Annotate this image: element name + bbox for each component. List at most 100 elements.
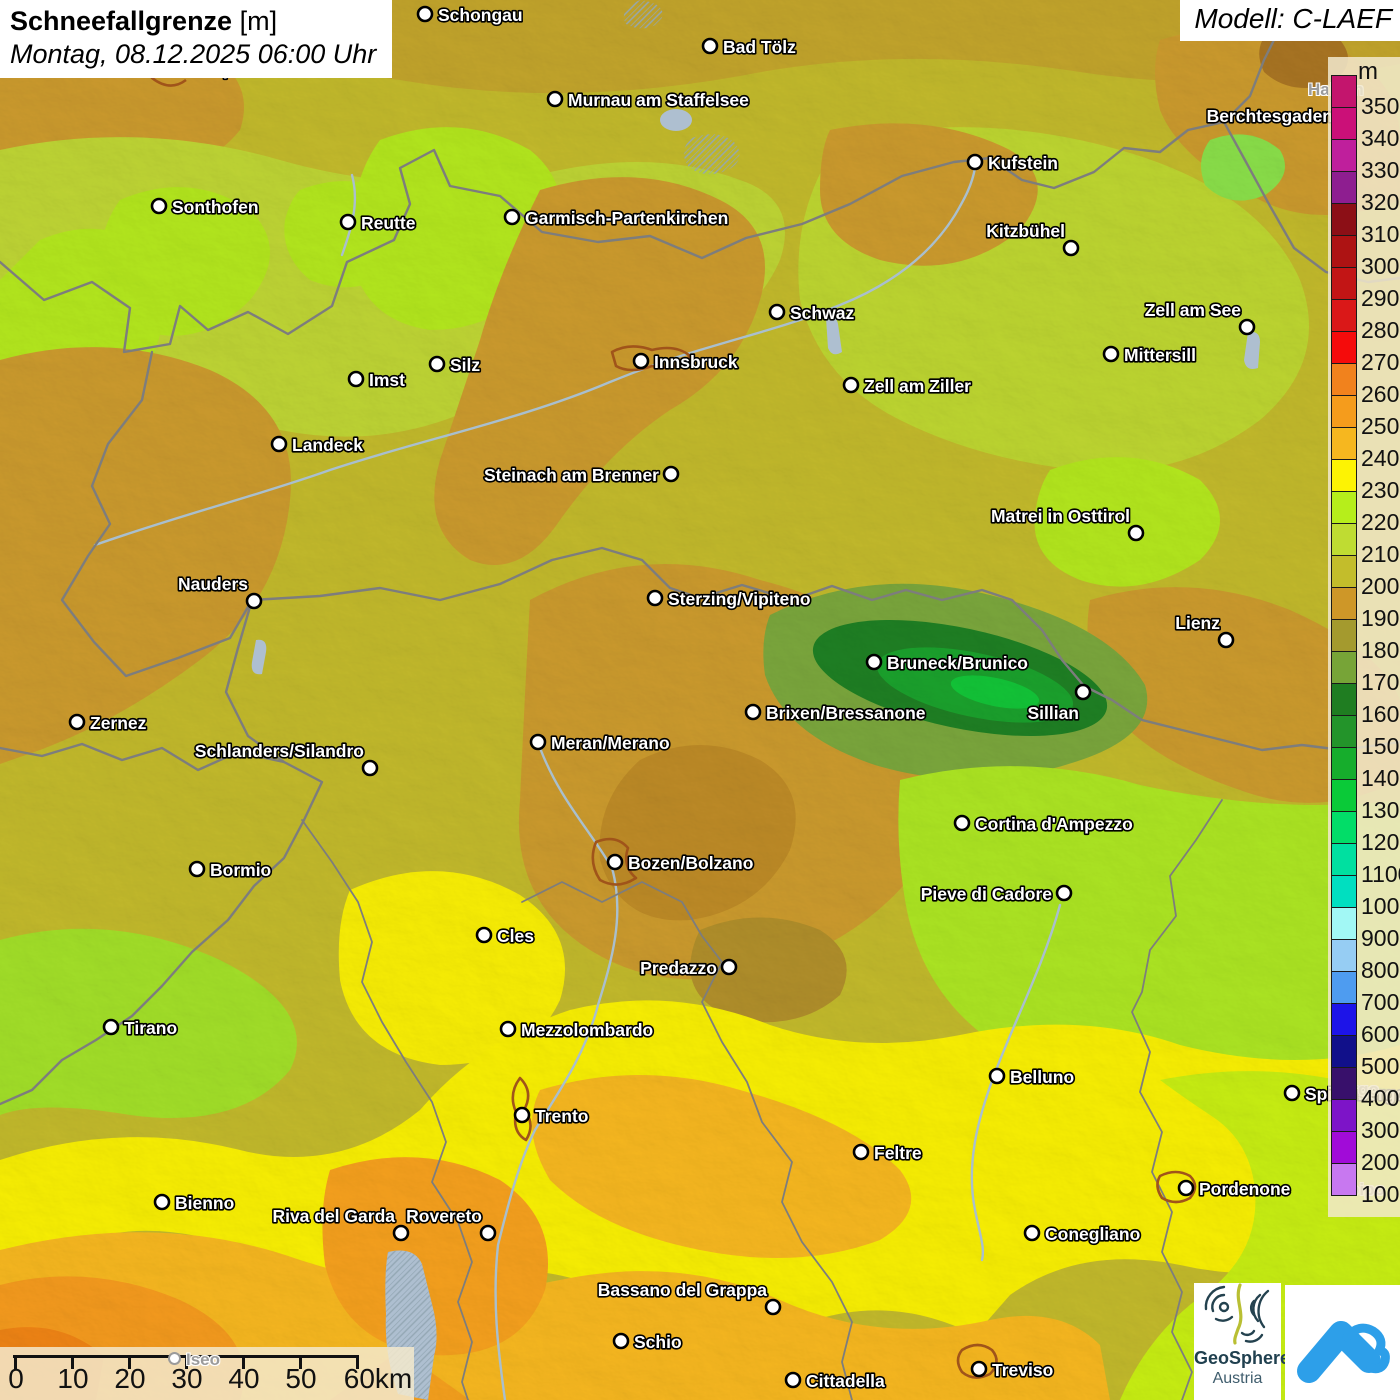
city-label-pordenone: Pordenone [1199,1179,1291,1199]
urban-area-hatch [683,134,740,175]
scalebar-number: 20 [114,1363,146,1394]
model-label: Modell: C-LAEF [1180,0,1400,41]
city-label-bozen-bolzano: Bozen/Bolzano [628,853,753,873]
scalebar-number: 40 [228,1363,260,1394]
city-label-zell-am-ziller: Zell am Ziller [864,376,971,396]
city-label-cortina-d-ampezzo: Cortina d'Ampezzo [975,814,1133,834]
colorbar-label: 2500 [1361,413,1400,439]
scalebar-tick [356,1355,359,1369]
city-label-imst: Imst [369,370,405,390]
city-marker-spilimbergo [1283,1084,1301,1102]
lake-zeller-see [1244,331,1260,369]
city-marker-silz [428,355,446,373]
lake-achensee [826,316,842,355]
colorbar-label: 1200 [1361,829,1400,855]
colorbar-label: 2300 [1361,477,1400,503]
scalebar-tick [128,1355,131,1369]
city-label-sonthofen: Sonthofen [172,197,259,217]
city-label-cles: Cles [497,926,534,946]
city-marker-rovereto [479,1224,497,1242]
city-label-schio: Schio [634,1332,682,1352]
colorbar-cell [1331,651,1357,684]
colorbar-cell [1331,1003,1357,1036]
colorbar-cell [1331,971,1357,1004]
colorbar-label: 100 [1361,1181,1400,1207]
colorbar-cell [1331,459,1357,492]
city-label-matrei-in-osttirol: Matrei in Osttirol [991,506,1130,526]
colorbar-label: 2800 [1361,317,1400,343]
city-marker-sterzing-vipiteno [646,589,664,607]
city-marker-innsbruck [632,352,650,370]
boundary-bozen [591,837,638,886]
city-marker-schio [612,1332,630,1350]
city-label-schwaz: Schwaz [790,303,854,323]
scalebar-tick [185,1355,188,1369]
colorbar-cell [1331,779,1357,812]
city-marker-conegliano [1023,1224,1041,1242]
colorbar-cell [1331,235,1357,268]
city-label-steinach-am-brenner: Steinach am Brenner [484,465,659,485]
city-label-lienz: Lienz [1175,613,1220,633]
river-adige [494,746,619,1400]
colorbar-label: 3400 [1361,125,1400,151]
colorbar-cell [1331,1067,1357,1100]
boundary-trento [511,1076,532,1142]
city-marker-pordenone [1177,1179,1195,1197]
colorbar-cell [1331,267,1357,300]
geosphere-name: GeoSphere [1194,1348,1291,1368]
city-label-garmisch-partenkirchen: Garmisch-Partenkirchen [525,208,728,228]
colorbar-label: 3200 [1361,189,1400,215]
lake-staffelsee [660,109,692,131]
city-label-bienno: Bienno [175,1193,234,1213]
colorbar-cell [1331,427,1357,460]
geosphere-contour-icon [1204,1283,1269,1345]
colorbar-label: 200 [1361,1149,1400,1175]
title-datetime: Montag, 08.12.2025 06:00 Uhr [10,39,377,69]
city-marker-tirano [102,1018,120,1036]
colorbar-label: 2900 [1361,285,1400,311]
colorbar-label: 1800 [1361,637,1400,663]
colorbar: m 3500 3400 3300 3200 3100 3000 2900 2800 2700 26… [1328,57,1400,1217]
colorbar-label: 3300 [1361,157,1400,183]
mountain-logo [1285,1285,1400,1400]
colorbar-label: 1500 [1361,733,1400,759]
city-label-bruneck-brunico: Bruneck/Brunico [887,653,1028,673]
city-label-bad-t-lz: Bad Tölz [723,37,796,57]
city-label-treviso: Treviso [992,1360,1053,1380]
city-marker-zell-am-see [1238,318,1256,336]
city-marker-sonthofen [150,197,168,215]
page-title: Schneefallgrenze [m] [10,6,376,37]
colorbar-label: 800 [1361,957,1400,983]
city-marker-imst [347,370,365,388]
city-marker-cortina-d-ampezzo [953,814,971,832]
colorbar-label: 1900 [1361,605,1400,631]
city-label-reutte: Reutte [361,213,416,233]
city-label-belluno: Belluno [1010,1067,1074,1087]
colorbar-cell [1331,203,1357,236]
colorbar-cell [1331,555,1357,588]
colorbar-cell [1331,171,1357,204]
colorbar-cell [1331,1131,1357,1164]
city-label-sillian: Sillian [1027,703,1079,723]
city-label-trento: Trento [535,1106,588,1126]
city-marker-bad-t-lz [701,37,719,55]
city-marker-murnau-am-staffelsee [546,90,564,108]
city-label-cittadella: Cittadella [806,1371,885,1391]
colorbar-label: 700 [1361,989,1400,1015]
scalebar-tick [299,1355,302,1369]
city-marker-pieve-di-cadore [1055,884,1073,902]
colorbar-cell [1331,1035,1357,1068]
city-label-feltre: Feltre [874,1143,922,1163]
scalebar-number: 30 [171,1363,203,1394]
city-marker-kitzb-hel [1062,239,1080,257]
boundary-treviso [956,1343,998,1379]
colorbar-cell [1331,843,1357,876]
city-marker-bozen-bolzano [606,853,624,871]
city-label-zernez: Zernez [90,713,147,733]
scalebar-number: 50 [285,1363,317,1394]
colorbar-label: 2400 [1361,445,1400,471]
